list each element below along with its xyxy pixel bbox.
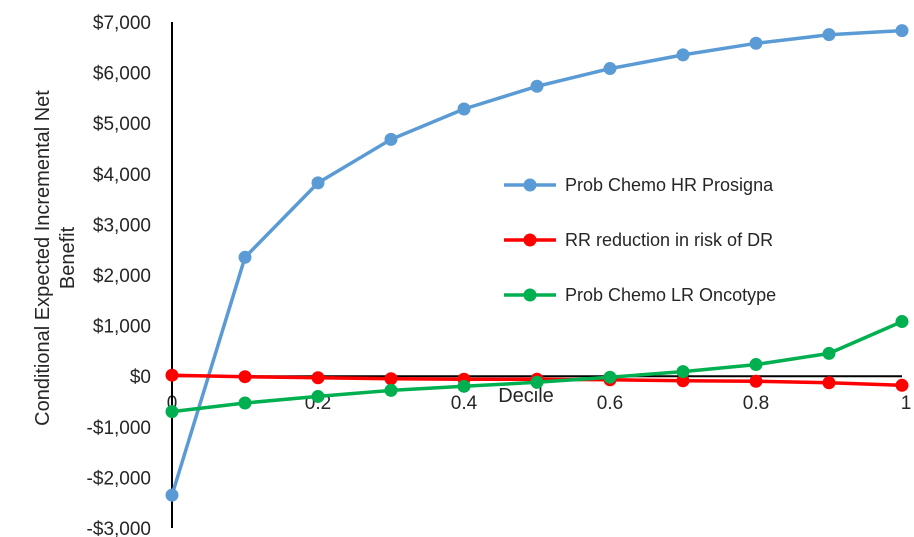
data-point xyxy=(822,346,836,360)
data-point xyxy=(311,389,325,403)
axis-titles: Decile Conditional Expected Incremental … xyxy=(32,90,554,426)
data-point xyxy=(530,375,544,389)
x-tick-label: 0.8 xyxy=(743,393,769,414)
data-point xyxy=(676,365,690,379)
series xyxy=(165,24,909,502)
series-3 xyxy=(165,315,909,419)
data-point xyxy=(384,383,398,397)
data-point xyxy=(822,376,836,390)
legend-marker xyxy=(523,233,537,247)
data-point xyxy=(749,36,763,50)
y-tick-label: $5,000 xyxy=(93,114,151,135)
y-tick-labels: -$3,000 -$2,000 -$1,000 $0 $1,000 $2,000 $3,00… xyxy=(87,13,151,537)
y-tick-label: -$3,000 xyxy=(87,519,151,537)
y-tick-label: $6,000 xyxy=(93,64,151,85)
legend-item: RR reduction in risk of DR xyxy=(504,230,773,250)
legend-label: Prob Chemo LR Oncotype xyxy=(565,285,776,305)
y-tick-label: -$1,000 xyxy=(87,418,151,439)
data-point xyxy=(895,315,909,329)
y-tick-label: $2,000 xyxy=(93,266,151,287)
data-point xyxy=(238,250,252,264)
data-point xyxy=(530,79,544,93)
y-axis-title-line-2: Benefit xyxy=(57,226,79,289)
y-tick-label: $4,000 xyxy=(93,165,151,186)
y-tick-label: $7,000 xyxy=(93,13,151,34)
data-point xyxy=(238,396,252,410)
legend-marker xyxy=(523,288,537,302)
axes xyxy=(171,22,902,528)
data-point xyxy=(822,28,836,42)
legend-item: Prob Chemo HR Prosigna xyxy=(504,175,774,195)
x-tick-label: 0.6 xyxy=(597,393,623,414)
data-point xyxy=(676,48,690,62)
x-tick-label: 1 xyxy=(901,393,912,414)
legend-marker xyxy=(523,178,537,192)
data-point xyxy=(603,62,617,76)
data-point xyxy=(603,370,617,384)
data-point xyxy=(895,24,909,38)
legend-label: RR reduction in risk of DR xyxy=(565,230,773,250)
y-tick-label: $3,000 xyxy=(93,215,151,236)
data-point xyxy=(457,102,471,116)
x-tick-label: 0.4 xyxy=(451,393,478,414)
data-point xyxy=(384,372,398,386)
y-tick-label: $0 xyxy=(130,367,151,388)
data-point xyxy=(165,368,179,382)
y-tick-label: -$2,000 xyxy=(87,468,151,489)
y-tick-label: $1,000 xyxy=(93,317,151,338)
data-point xyxy=(165,488,179,502)
data-point xyxy=(311,176,325,190)
data-point xyxy=(165,405,179,419)
series-1 xyxy=(165,24,909,502)
data-point xyxy=(238,370,252,384)
legend: Prob Chemo HR Prosigna RR reduction in ri… xyxy=(504,175,776,305)
data-point xyxy=(749,374,763,388)
data-point xyxy=(311,371,325,385)
data-point xyxy=(895,378,909,392)
data-point xyxy=(384,132,398,146)
legend-item: Prob Chemo LR Oncotype xyxy=(504,285,776,305)
y-axis-title-line-1: Conditional Expected Incremental Net xyxy=(32,90,54,426)
series-line xyxy=(170,28,903,496)
data-point xyxy=(676,374,690,388)
data-point xyxy=(749,358,763,372)
legend-label: Prob Chemo HR Prosigna xyxy=(565,175,774,195)
x-axis-title: Decile xyxy=(498,385,554,407)
data-point xyxy=(457,379,471,393)
